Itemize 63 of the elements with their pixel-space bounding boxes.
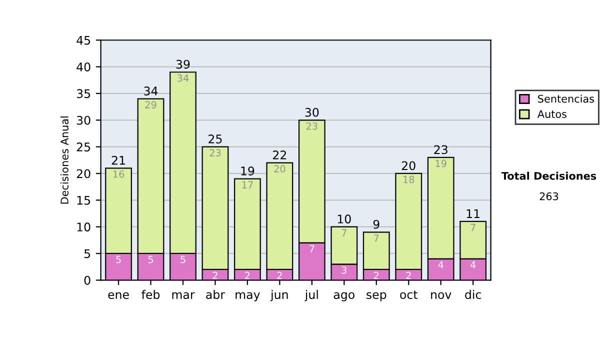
total-label: 9 [373, 220, 380, 229]
total-label: 34 [144, 86, 158, 96]
legend-label: Sentencias [538, 94, 594, 103]
total-label: 25 [208, 134, 222, 144]
data-label: 2 [374, 272, 378, 280]
total-label: 23 [434, 145, 448, 154]
total-label: 22 [273, 150, 286, 160]
y-tick-label: 20 [76, 169, 90, 178]
legend-label: Autos [537, 110, 566, 118]
total-label: 11 [466, 209, 480, 218]
x-tick-label: sep [366, 292, 386, 302]
x-tick-label: feb [142, 290, 160, 300]
data-label: 2 [245, 272, 250, 280]
data-label: 7 [470, 224, 476, 232]
x-tick-label: dic [465, 290, 481, 300]
data-label: 23 [210, 149, 221, 156]
data-label: 5 [148, 256, 153, 264]
y-tick-label: 25 [76, 142, 90, 152]
text: Total Decisiones [501, 172, 596, 180]
data-label: 17 [242, 181, 253, 188]
y-tick-label: 10 [77, 222, 90, 232]
data-label: 4 [438, 261, 444, 268]
x-tick-label: ago [334, 292, 354, 302]
y-tick-label: 45 [76, 36, 90, 45]
total-label: 39 [176, 60, 190, 69]
data-label: 2 [212, 272, 218, 280]
data-label: 16 [113, 170, 124, 178]
x-tick-label: oct [400, 290, 418, 300]
y-tick-label: 30 [76, 116, 90, 125]
data-label: 19 [436, 160, 446, 168]
data-label: 29 [145, 101, 156, 108]
data-label: 7 [374, 234, 379, 242]
data-label: 7 [310, 245, 314, 252]
y-tick-label: 15 [77, 196, 90, 205]
data-label: 3 [342, 266, 346, 274]
y-tick-label: 35 [76, 89, 90, 98]
x-tick-label: ene [108, 292, 129, 300]
total-label: 21 [112, 156, 125, 165]
x-tick-label: nov [431, 292, 452, 300]
data-label: 2 [277, 272, 282, 280]
x-tick-label: abr [206, 290, 226, 300]
y-tick-label: 0 [84, 276, 90, 285]
data-label: 5 [180, 256, 186, 264]
data-label: 5 [116, 256, 121, 264]
total-label: 19 [241, 166, 254, 176]
y-tick-label: 40 [76, 62, 90, 72]
total-label: 30 [305, 108, 319, 117]
y-tick-label: 5 [84, 249, 90, 258]
data-label: 4 [470, 261, 476, 268]
data-label: 20 [274, 165, 286, 172]
x-tick-label: jun [270, 290, 288, 302]
x-tick-label: mar [172, 292, 195, 300]
data-label: 2 [406, 272, 411, 280]
total-label: 20 [402, 161, 416, 170]
data-label: 7 [342, 229, 346, 236]
data-label: 18 [403, 176, 414, 184]
total-label: 10 [338, 214, 351, 224]
data-label: 34 [178, 74, 189, 82]
x-tick-label: jul [304, 290, 318, 302]
x-tick-label: may [236, 292, 260, 302]
y-axis-title: Decisiones Anual [60, 116, 68, 204]
data-label: 23 [306, 122, 318, 130]
text: 263 [540, 192, 558, 200]
